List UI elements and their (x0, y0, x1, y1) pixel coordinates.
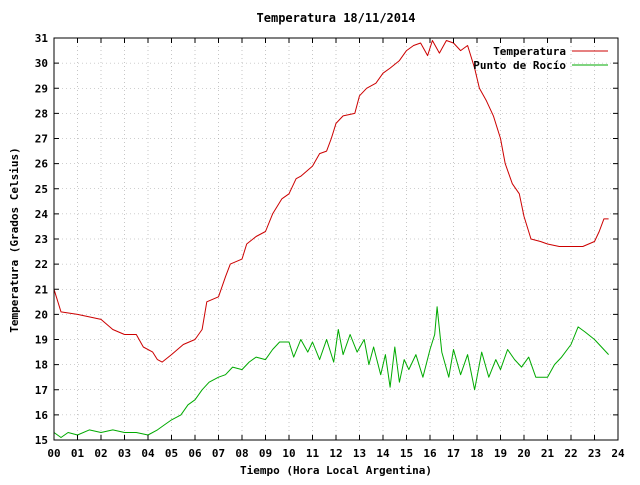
x-tick-label: 03 (118, 447, 131, 460)
y-tick-label: 17 (35, 384, 48, 397)
grid (54, 38, 618, 440)
legend-label-0: Temperatura (493, 45, 566, 58)
x-tick-label: 13 (353, 447, 366, 460)
y-tick-label: 16 (35, 409, 49, 422)
y-tick-label: 20 (35, 308, 48, 321)
y-tick-label: 19 (35, 334, 48, 347)
x-tick-label: 15 (400, 447, 413, 460)
legend-label-1: Punto de Rocío (473, 59, 566, 72)
x-tick-label: 14 (376, 447, 390, 460)
chart-title: Temperatura 18/11/2014 (257, 11, 416, 25)
y-tick-label: 21 (35, 283, 49, 296)
y-tick-label: 18 (35, 359, 48, 372)
y-tick-label: 27 (35, 133, 48, 146)
x-axis-label: Tiempo (Hora Local Argentina) (240, 464, 432, 477)
series-layer (53, 40, 609, 438)
x-tick-label: 02 (94, 447, 107, 460)
series-line-0 (53, 40, 609, 363)
x-tick-label: 21 (541, 447, 555, 460)
x-tick-label: 18 (470, 447, 483, 460)
y-tick-label: 15 (35, 434, 48, 447)
x-tick-label: 10 (282, 447, 295, 460)
x-tick-label: 22 (564, 447, 577, 460)
x-tick-label: 16 (423, 447, 437, 460)
x-tick-label: 24 (611, 447, 625, 460)
x-tick-label: 09 (259, 447, 272, 460)
y-tick-label: 25 (35, 183, 48, 196)
x-tick-label: 06 (188, 447, 202, 460)
x-tick-label: 07 (212, 447, 225, 460)
x-tick-label: 04 (141, 447, 155, 460)
ticks: 15 16 17 18 19 20 21 22 23 24 25 26 27 28 29 30 31 00 01 02… (35, 32, 625, 460)
y-axis-label: Temperatura (Grados Celsius) (8, 147, 21, 332)
series-line-1 (53, 306, 609, 438)
x-tick-label: 00 (47, 447, 60, 460)
x-tick-label: 08 (235, 447, 248, 460)
y-tick-label: 30 (35, 57, 48, 70)
x-tick-label: 12 (329, 447, 342, 460)
x-tick-label: 17 (447, 447, 460, 460)
x-tick-label: 19 (494, 447, 507, 460)
x-tick-label: 20 (517, 447, 530, 460)
y-tick-label: 24 (35, 208, 49, 221)
y-tick-label: 29 (35, 82, 48, 95)
x-tick-label: 05 (165, 447, 178, 460)
y-tick-label: 26 (35, 158, 49, 171)
x-tick-label: 23 (588, 447, 601, 460)
y-tick-label: 28 (35, 107, 48, 120)
x-tick-label: 11 (306, 447, 320, 460)
x-tick-label: 01 (71, 447, 85, 460)
y-tick-label: 31 (35, 32, 49, 45)
y-tick-label: 23 (35, 233, 48, 246)
y-tick-label: 22 (35, 258, 48, 271)
